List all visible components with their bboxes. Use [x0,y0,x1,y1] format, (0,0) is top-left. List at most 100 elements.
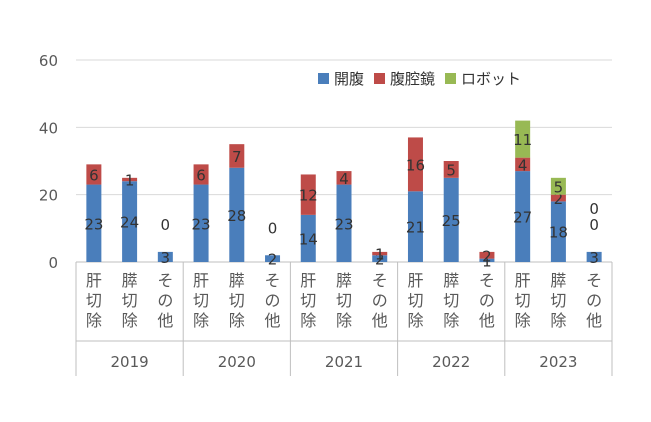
data-label: 21 [406,219,425,237]
legend-item-robot: ロボット [445,68,521,89]
year-label: 2020 [218,353,256,371]
category-label-char: 膵 [336,271,352,290]
bar-segment-open [229,167,245,262]
category-label-char: 膵 [550,271,566,290]
legend-item-open: 開腹 [318,68,364,89]
bar-segment-laparoscopic [300,174,316,215]
category-label-char: 肝 [86,271,102,290]
category-label-char: 肝 [515,271,531,290]
category-label-char: の [157,291,173,310]
bar-segment-open [300,214,316,262]
bar-segment-open [479,258,495,262]
bar-segment-laparoscopic [336,171,352,185]
legend-item-laparoscopic: 腹腔鏡 [374,68,435,89]
bar-segment-robot [515,120,531,158]
data-label: 2 [268,251,278,269]
bar-segment-open [586,251,602,262]
legend-label-laparoscopic: 腹腔鏡 [390,70,436,88]
category-label-char: 除 [550,311,566,330]
category-label-char: そ [265,271,281,290]
bar-segment-laparoscopic [515,157,531,172]
year-label: 2022 [432,353,470,371]
year-label: 2019 [111,353,149,371]
data-label: 28 [227,207,246,225]
data-label: 7 [232,148,242,166]
category-label-char: 除 [229,311,245,330]
category-label-char: 除 [443,311,459,330]
bar-segment-open [265,255,281,262]
bar-segment-open [515,171,531,262]
bar-segment-open [86,184,102,262]
bar-segment-laparoscopic [550,194,566,202]
category-label-char: そ [157,271,173,290]
category-label-char: 切 [443,291,459,310]
category-label-char: そ [479,271,495,290]
category-label-char: 除 [336,311,352,330]
bar-segment-open [443,177,459,262]
legend-swatch-laparoscopic [374,73,386,84]
y-tick-label: 60 [39,52,58,70]
data-label: 24 [120,214,139,232]
data-label: 3 [589,249,599,267]
data-label: 1 [482,252,492,270]
data-label: 6 [89,166,99,184]
data-label: 23 [192,215,211,233]
category-label-char: 除 [515,311,531,330]
year-label: 2023 [539,353,577,371]
category-label-char: の [265,291,281,310]
category-label-char: 除 [300,311,316,330]
category-label-char: 切 [300,291,316,310]
data-label: 18 [549,224,568,242]
data-label: 3 [161,249,171,267]
category-label-char: 除 [193,311,209,330]
data-label: 0 [161,216,171,234]
data-label: 2 [482,247,492,265]
data-label: 6 [196,166,206,184]
bar-segment-laparoscopic [122,177,138,182]
bar-segment-open [372,255,388,262]
data-label: 5 [446,161,456,179]
bar-segment-open [193,184,209,262]
data-label: 2 [554,190,564,208]
category-label-char: の [372,291,388,310]
data-label: 23 [84,215,103,233]
category-label-char: の [479,291,495,310]
bar-segment-laparoscopic [229,144,245,168]
bar-segment-laparoscopic [372,251,388,256]
legend-swatch-robot [445,73,457,84]
category-label-char: 他 [265,311,281,330]
data-label: 12 [299,187,318,205]
bar-segment-open [122,181,138,262]
data-label: 11 [513,131,532,149]
data-label: 1 [375,246,385,264]
y-tick-label: 20 [39,187,58,205]
category-label-char: 肝 [407,271,423,290]
category-label-char: 他 [479,311,495,330]
data-label: 5 [554,178,564,196]
data-label: 27 [513,209,532,227]
category-label-char: 除 [86,311,102,330]
category-label-char: 膵 [229,271,245,290]
category-label-char: 除 [122,311,138,330]
y-tick-label: 0 [48,254,58,272]
category-label-char: 切 [193,291,209,310]
data-label: 25 [442,212,461,230]
legend-label-robot: ロボット [461,70,522,88]
data-label: 1 [125,172,135,190]
bar-segment-open [157,251,173,262]
category-label-char: 除 [407,311,423,330]
category-label-char: 膵 [122,271,138,290]
bar-segment-laparoscopic [193,164,209,185]
category-label-char: 切 [407,291,423,310]
data-label: 23 [334,215,353,233]
category-label-char: 他 [157,311,173,330]
bar-segment-laparoscopic [479,251,495,259]
category-label-char: 切 [336,291,352,310]
data-label: 2 [375,251,385,269]
category-label-char: 切 [122,291,138,310]
category-label-char: そ [372,271,388,290]
data-label: 0 [589,200,599,218]
bar-segment-laparoscopic [86,164,102,185]
category-label-char: 他 [586,311,602,330]
